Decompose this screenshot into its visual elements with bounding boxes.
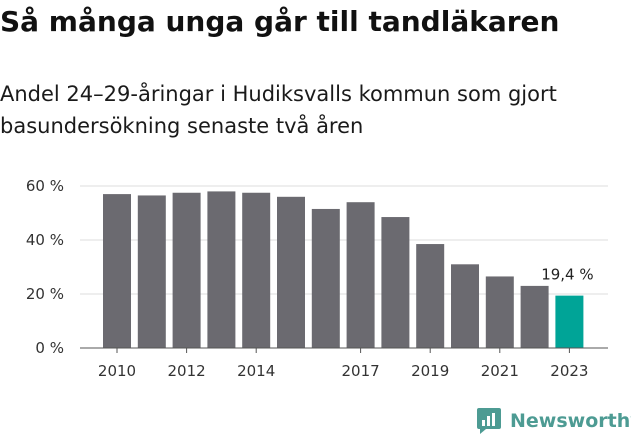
y-tick-label: 40 % — [26, 231, 64, 249]
bar-2016 — [311, 208, 340, 348]
x-tick-label: 2023 — [550, 362, 588, 380]
bar-2014 — [242, 192, 271, 348]
x-tick-label: 2017 — [342, 362, 380, 380]
x-tick-label: 2019 — [411, 362, 449, 380]
bar-2011 — [137, 195, 166, 348]
bar-2022 — [520, 285, 549, 348]
y-axis-ticks: 0 % 20 % 40 % 60 % — [26, 177, 64, 357]
bar-2023 — [555, 295, 584, 348]
bars — [103, 191, 584, 348]
bar-2019 — [416, 244, 445, 348]
bar-chart: 0 % 20 % 40 % 60 % 2010 2012 2014 2017 2019 2021… — [26, 177, 608, 380]
x-tick-label: 2010 — [98, 362, 136, 380]
data-label: 19,4 % — [541, 266, 593, 284]
chart-title: Så många unga går till tandläkaren — [0, 5, 560, 38]
gridlines — [80, 185, 608, 295]
bar-2018 — [381, 217, 410, 348]
y-tick-label: 0 % — [35, 339, 64, 357]
x-tick-label: 2014 — [237, 362, 275, 380]
newsworthy-brand[interactable]: Newsworthy — [476, 406, 631, 436]
bar-2010 — [103, 194, 131, 348]
newsworthy-logo-icon — [477, 408, 501, 434]
bar-2013 — [207, 191, 236, 348]
bar-2017 — [346, 202, 375, 348]
x-tick-label: 2021 — [481, 362, 519, 380]
chart-subtitle: Andel 24–29-åringar i Hudiksvalls kommun… — [0, 82, 557, 138]
data-labels: 19,4 % — [541, 266, 593, 284]
x-axis-ticks: 2010 2012 2014 2017 2019 2021 2023 — [98, 348, 588, 380]
brand-name: Newsworthy — [510, 410, 631, 432]
x-tick-label: 2012 — [168, 362, 206, 380]
y-tick-label: 20 % — [26, 285, 64, 303]
bar-2021 — [485, 276, 514, 348]
bar-2020 — [451, 264, 479, 348]
y-tick-label: 60 % — [26, 177, 64, 195]
bar-2012 — [172, 192, 201, 348]
bar-2015 — [277, 196, 305, 348]
